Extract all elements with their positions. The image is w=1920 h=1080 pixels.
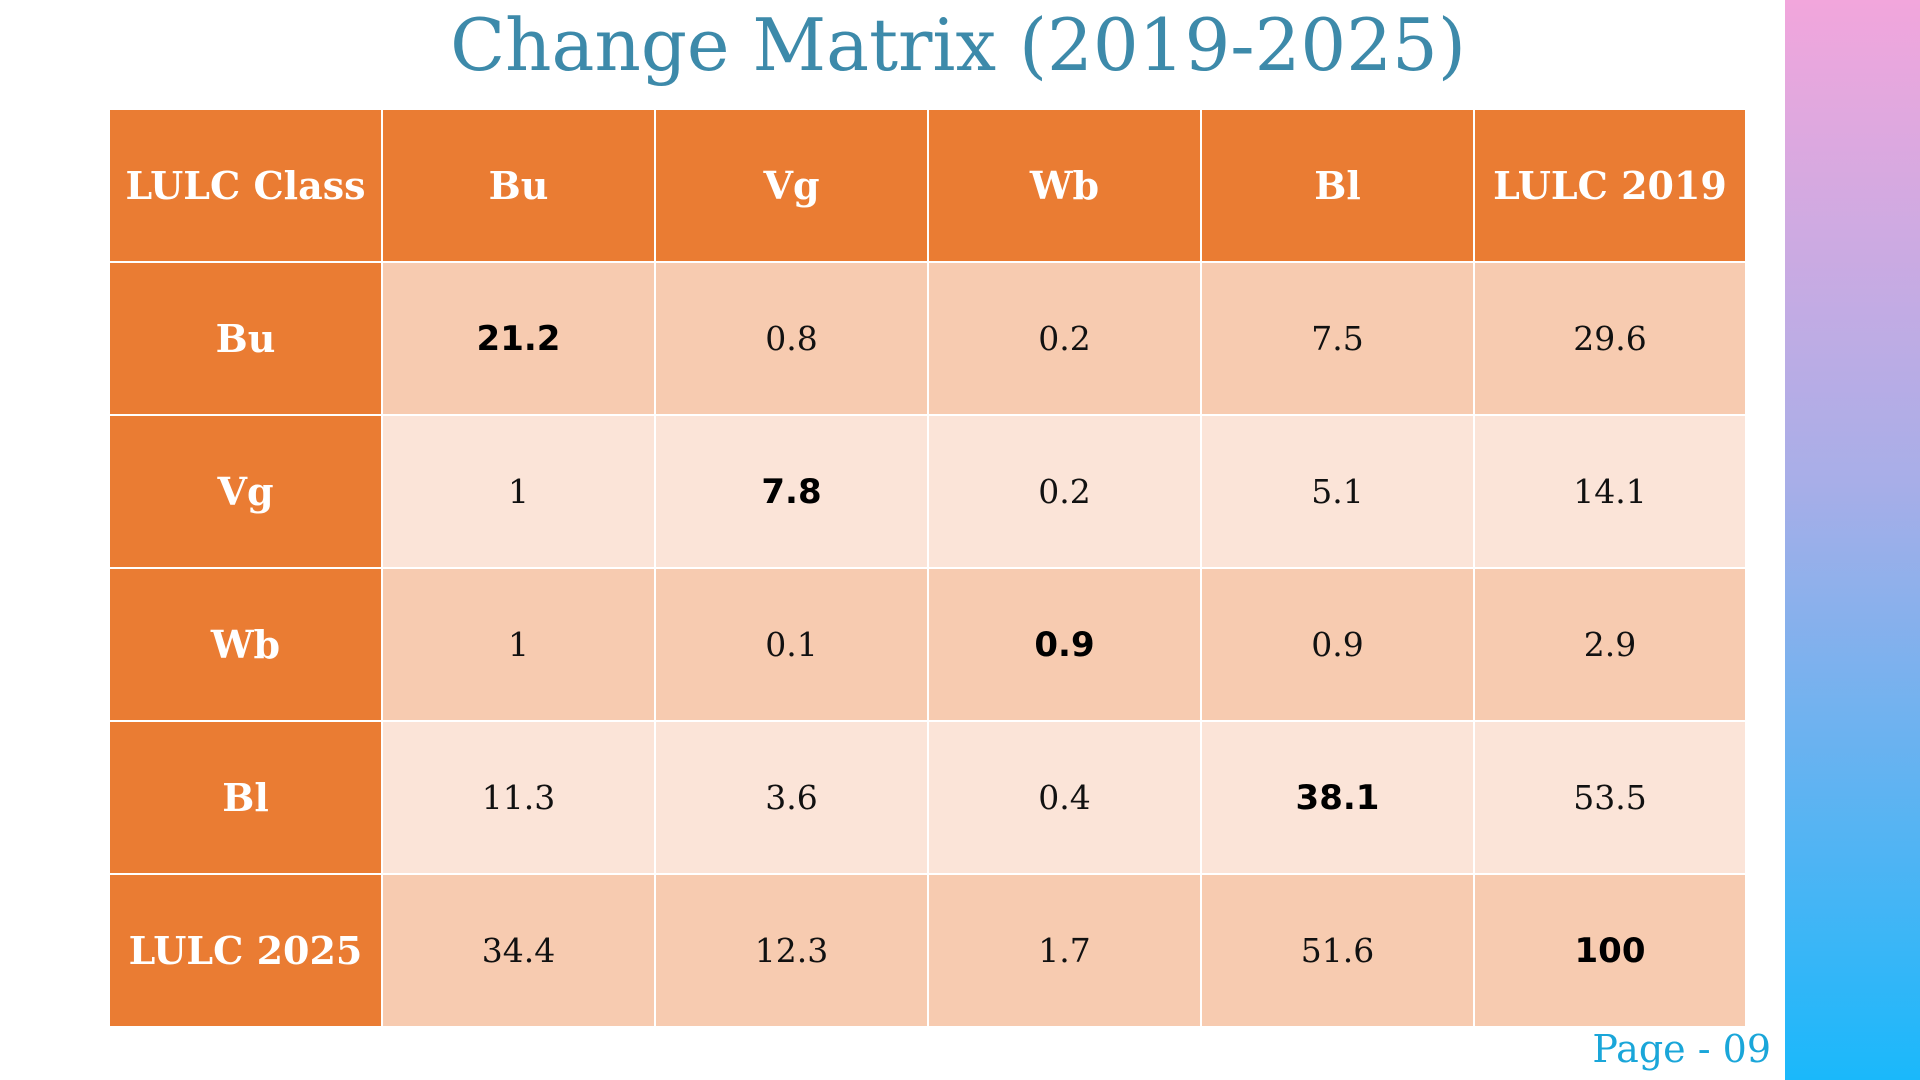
cell-bu-bu: 21.2 (381, 261, 656, 416)
cell-bu-vg: 0.8 (654, 261, 929, 416)
cell-2025-bl: 51.6 (1200, 873, 1475, 1028)
cell-vg-wb: 0.2 (927, 414, 1202, 569)
page-number: Page - 09 (1592, 1027, 1771, 1071)
row-label-vg: Vg (108, 414, 383, 569)
cell-wb-total-2019: 2.9 (1473, 567, 1747, 722)
header-bl: Bl (1200, 108, 1475, 263)
cell-bu-total-2019: 29.6 (1473, 261, 1747, 416)
cell-2025-vg: 12.3 (654, 873, 929, 1028)
cell-vg-bl: 5.1 (1200, 414, 1475, 569)
row-label-wb: Wb (108, 567, 383, 722)
cell-wb-bu: 1 (381, 567, 656, 722)
header-lulc-2019: LULC 2019 (1473, 108, 1747, 263)
table-row-vg: Vg 1 7.8 0.2 5.1 14.1 (108, 414, 1747, 569)
cell-2025-wb: 1.7 (927, 873, 1202, 1028)
table-row-lulc-2025: LULC 2025 34.4 12.3 1.7 51.6 100 (108, 873, 1747, 1028)
header-wb: Wb (927, 108, 1202, 263)
row-label-lulc-2025: LULC 2025 (108, 873, 383, 1028)
decorative-gradient-bar (1785, 0, 1920, 1080)
cell-2025-bu: 34.4 (381, 873, 656, 1028)
row-label-bu: Bu (108, 261, 383, 416)
cell-vg-bu: 1 (381, 414, 656, 569)
cell-grand-total: 100 (1473, 873, 1747, 1028)
slide-title-text: Change Matrix (2019-2025) (450, 3, 1466, 87)
slide-title: Change Matrix (2019-2025) (0, 0, 1920, 90)
cell-bu-bl: 7.5 (1200, 261, 1475, 416)
cell-bl-bl: 38.1 (1200, 720, 1475, 875)
cell-bu-wb: 0.2 (927, 261, 1202, 416)
cell-bl-vg: 3.6 (654, 720, 929, 875)
header-bu: Bu (381, 108, 656, 263)
table-row-wb: Wb 1 0.1 0.9 0.9 2.9 (108, 567, 1747, 722)
cell-bl-bu: 11.3 (381, 720, 656, 875)
cell-wb-vg: 0.1 (654, 567, 929, 722)
header-vg: Vg (654, 108, 929, 263)
row-label-bl: Bl (108, 720, 383, 875)
cell-wb-bl: 0.9 (1200, 567, 1475, 722)
cell-wb-wb: 0.9 (927, 567, 1202, 722)
cell-vg-vg: 7.8 (654, 414, 929, 569)
cell-bl-wb: 0.4 (927, 720, 1202, 875)
table-row-bl: Bl 11.3 3.6 0.4 38.1 53.5 (108, 720, 1747, 875)
header-lulc-class: LULC Class (108, 108, 383, 263)
cell-bl-total-2019: 53.5 (1473, 720, 1747, 875)
table-row-bu: Bu 21.2 0.8 0.2 7.5 29.6 (108, 261, 1747, 416)
table-header-row: LULC Class Bu Vg Wb Bl LULC 2019 (108, 108, 1747, 263)
cell-vg-total-2019: 14.1 (1473, 414, 1747, 569)
change-matrix-table: LULC Class Bu Vg Wb Bl LULC 2019 Bu 21.2… (108, 108, 1747, 1028)
